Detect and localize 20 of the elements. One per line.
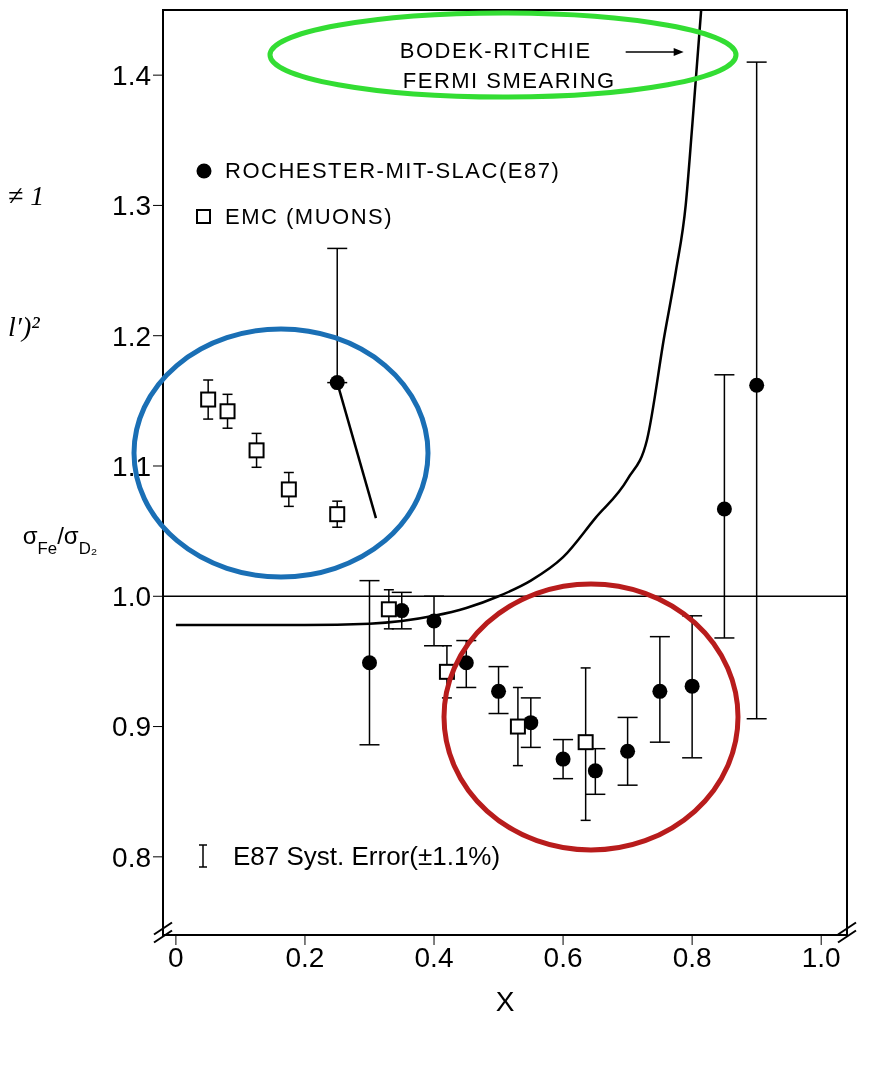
annotation: E87 Syst. Error(±1.1%) [233,841,501,871]
legend-label: EMC (MUONS) [225,204,394,230]
x-tick-label: 0.6 [543,941,583,973]
x-tick-label: 0.2 [285,941,325,973]
x-tick-label: 0 [168,941,184,973]
x-axis-title: X [495,986,515,1017]
y-tick-label: 0.9 [112,711,151,743]
legend-label: ROCHESTER-MIT-SLAC(E87) [225,158,561,184]
x-tick-label: 0.8 [672,941,712,973]
y-tick-label: 1.3 [112,190,151,222]
y-axis-title: σ$_{Fe}$/σ$_{D₂}$ [22,522,98,558]
x-tick-label: 0.4 [414,941,454,973]
x-tick-label: 1.0 [801,941,841,973]
y-tick-label: 1.2 [112,320,151,352]
y-tick-label: 1.0 [112,581,151,613]
text: ≠ 1 [8,180,45,212]
y-tick-label: 1.4 [112,60,151,92]
y-tick-label: 0.8 [112,841,151,873]
annotation: BODEK-RITCHIE FERMI SMEARING [399,38,616,94]
text: l′)² [8,310,41,342]
